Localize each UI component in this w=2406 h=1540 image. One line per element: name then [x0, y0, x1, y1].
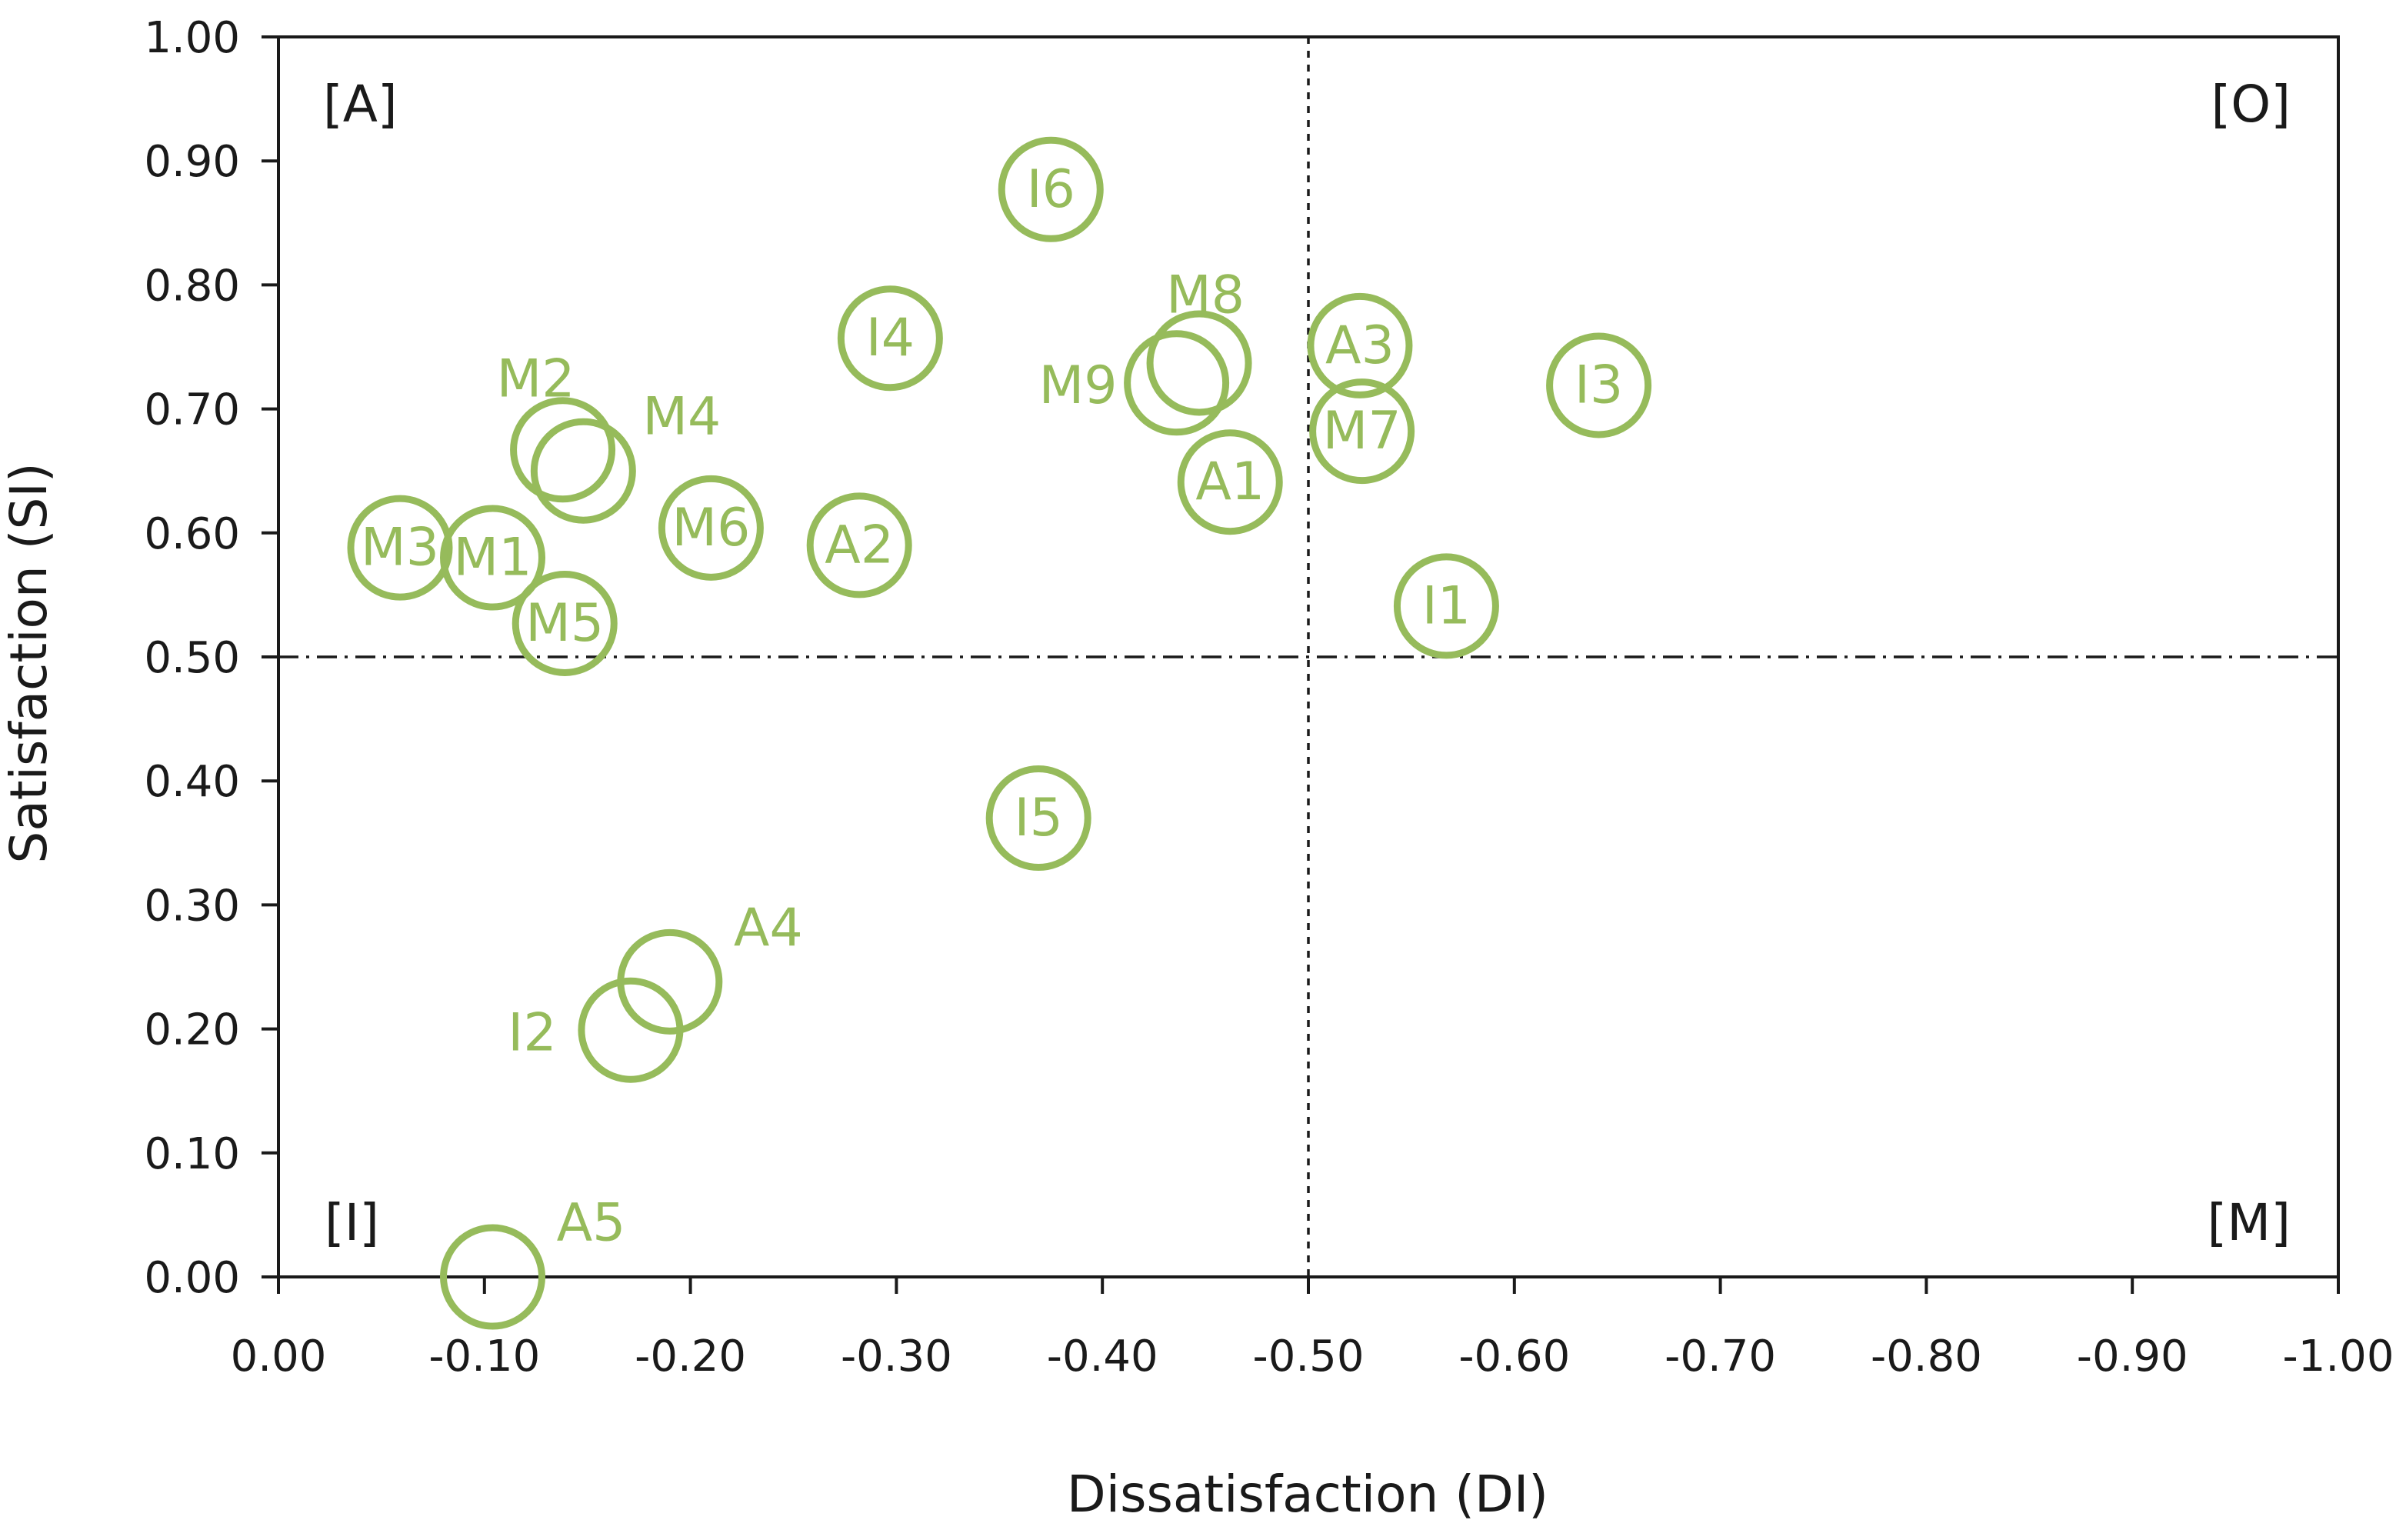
data-point-a4: A4: [617, 898, 803, 1035]
point-label: I5: [1015, 788, 1063, 848]
axes: 0.00 -0.10 -0.20 -0.30 -0.40 -0.50 -0.60 -0.70 -…: [144, 13, 2394, 1382]
x-tick-label: -1.00: [2283, 1332, 2394, 1382]
point-marker: [512, 570, 618, 676]
quadrant-label-o: [O]: [2211, 75, 2291, 134]
data-point-a1: A1: [1177, 429, 1283, 535]
point-marker: [806, 492, 912, 598]
y-tick-label: 0.30: [144, 881, 240, 931]
point-label: M5: [525, 593, 604, 654]
data-point-i2: I2: [508, 977, 684, 1083]
x-tick-label: 0.00: [231, 1332, 327, 1382]
data-point-m3: M3: [347, 495, 453, 601]
data-point-a5: A5: [440, 1193, 626, 1330]
data-point-i6: I6: [998, 136, 1104, 242]
x-tick-label: -0.70: [1665, 1332, 1776, 1382]
y-tick-label: 0.60: [144, 509, 240, 559]
point-label: M9: [1039, 355, 1118, 416]
x-tick-label: -0.20: [635, 1332, 746, 1382]
y-tick-label: 0.00: [144, 1253, 240, 1303]
x-tick-label: -0.90: [2077, 1332, 2188, 1382]
data-point-a3: A3: [1307, 292, 1413, 398]
y-tick-label: 0.90: [144, 137, 240, 187]
point-marker: [1393, 553, 1499, 659]
y-tick-label: 0.50: [144, 633, 240, 683]
chart-labels: Dissatisfaction (DI) Satisfaction (SI) […: [0, 75, 2291, 1524]
quadrant-label-m: [M]: [2208, 1193, 2291, 1252]
point-label: A3: [1325, 315, 1395, 376]
point-marker: [1177, 429, 1283, 535]
point-label: I2: [508, 1003, 556, 1064]
point-marker: [1307, 292, 1413, 398]
data-point-m8: M8: [1146, 265, 1252, 416]
data-point-m4: M4: [530, 387, 721, 524]
point-marker: [510, 397, 616, 503]
x-tick-label: -0.40: [1047, 1332, 1158, 1382]
point-label: A1: [1195, 452, 1265, 512]
point-marker: [1124, 330, 1230, 436]
data-point-m1: M1: [440, 505, 546, 611]
x-tick-label: -0.80: [1871, 1332, 1982, 1382]
point-label: M8: [1166, 265, 1245, 325]
point-label: M2: [497, 348, 575, 409]
point-marker: [837, 285, 943, 392]
x-axis-title: Dissatisfaction (DI): [1067, 1465, 1548, 1524]
point-marker: [985, 765, 1091, 872]
x-tick-label: -0.60: [1458, 1332, 1570, 1382]
point-marker: [530, 418, 636, 524]
y-tick-label: 0.20: [144, 1005, 240, 1055]
data-point-m7: M7: [1309, 378, 1415, 485]
point-marker: [1309, 378, 1415, 485]
quadrant-label-i: [I]: [325, 1193, 379, 1252]
point-label: I6: [1027, 159, 1075, 220]
point-label: A2: [825, 515, 894, 575]
point-marker: [440, 505, 546, 611]
data-point-i1: I1: [1393, 553, 1499, 659]
y-tick-label: 0.10: [144, 1129, 240, 1179]
point-label: M7: [1323, 401, 1401, 462]
reference-lines: [278, 37, 2338, 1277]
point-marker: [347, 495, 453, 601]
point-label: A4: [734, 898, 803, 958]
y-tick-label: 1.00: [144, 13, 240, 63]
point-label: M4: [642, 387, 721, 448]
x-tick-label: -0.50: [1253, 1332, 1365, 1382]
data-point-i5: I5: [985, 765, 1091, 872]
point-label: M6: [671, 498, 750, 558]
data-point-m6: M6: [658, 475, 764, 581]
point-marker: [440, 1224, 546, 1330]
point-label: I3: [1575, 355, 1623, 415]
point-label: A5: [557, 1193, 626, 1254]
point-label: I1: [1422, 575, 1471, 636]
point-marker: [1546, 332, 1652, 438]
x-tick-label: -0.10: [428, 1332, 540, 1382]
quadrant-label-a: [A]: [323, 75, 398, 134]
data-point-i4: I4: [837, 285, 943, 392]
point-marker: [998, 136, 1104, 242]
y-tick-label: 0.40: [144, 757, 240, 807]
point-marker: [1146, 310, 1252, 416]
point-marker: [658, 475, 764, 581]
data-point-a2: A2: [806, 492, 912, 598]
data-point-i3: I3: [1546, 332, 1652, 438]
data-point-m5: M5: [512, 570, 618, 676]
x-tick-label: -0.30: [841, 1332, 952, 1382]
point-marker: [578, 977, 684, 1083]
data-point-m2: M2: [497, 348, 616, 503]
point-label: I4: [866, 308, 915, 368]
y-axis-title: Satisfaction (SI): [0, 462, 58, 863]
point-label: M1: [454, 528, 532, 588]
data-point-m9: M9: [1039, 330, 1230, 436]
y-tick-label: 0.80: [144, 261, 240, 311]
y-tick-label: 0.70: [144, 385, 240, 435]
point-label: M3: [361, 518, 439, 578]
